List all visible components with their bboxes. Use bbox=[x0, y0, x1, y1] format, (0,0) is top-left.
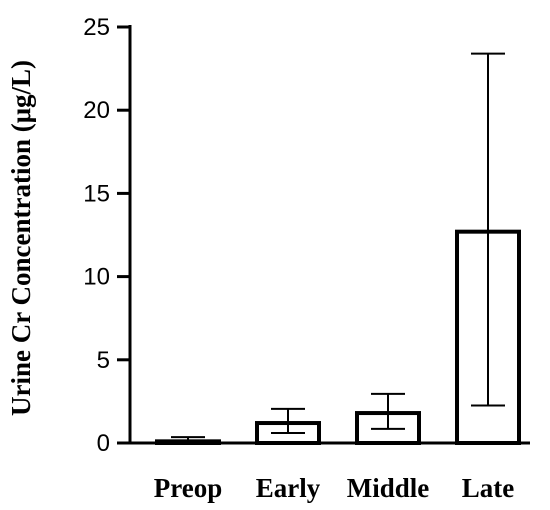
y-tick-label: 10 bbox=[83, 264, 110, 291]
x-axis-labels: Preop Early Middle Late bbox=[154, 473, 515, 503]
x-tick-label-early: Early bbox=[256, 473, 321, 503]
y-tick-label: 15 bbox=[83, 180, 110, 207]
x-tick-label-preop: Preop bbox=[154, 473, 223, 503]
y-tick-label: 0 bbox=[97, 430, 110, 457]
y-tick-label: 25 bbox=[83, 14, 110, 41]
bars bbox=[155, 229, 521, 446]
y-tick-label: 5 bbox=[97, 347, 110, 374]
error-bars bbox=[171, 52, 505, 444]
y-axis-title: Urine Cr Concentration (μg/L) bbox=[6, 60, 36, 416]
x-tick-label-late: Late bbox=[462, 473, 515, 503]
y-tick-label: 20 bbox=[83, 97, 110, 124]
y-axis-ticks: 0 5 10 15 20 25 bbox=[83, 14, 130, 457]
x-tick-label-middle: Middle bbox=[347, 473, 430, 503]
